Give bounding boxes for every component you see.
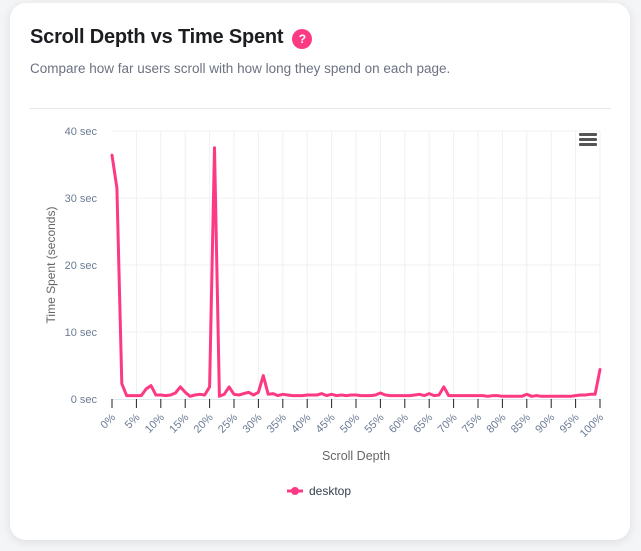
x-tick-label: 50% (338, 411, 362, 435)
x-axis-title: Scroll Depth (322, 449, 390, 463)
y-axis-title: Time Spent (seconds) (44, 207, 58, 324)
x-tick-label: 40% (289, 411, 313, 435)
x-tick-label: 45% (314, 411, 338, 435)
x-tick-label: 25% (216, 411, 240, 435)
y-tick-label: 30 sec (65, 193, 98, 205)
chart-title: Scroll Depth vs Time Spent (30, 26, 284, 48)
hamburger-menu-icon[interactable] (579, 133, 597, 149)
x-tick-label: 35% (265, 411, 289, 435)
legend-marker (291, 487, 299, 495)
legend-item-desktop[interactable]: desktop (287, 484, 351, 498)
x-tick-label: 15% (167, 411, 191, 435)
x-tick-label: 5% (123, 411, 143, 431)
x-tick-label: 100% (578, 411, 607, 440)
x-tick-label: 85% (509, 411, 533, 435)
x-tick-label: 10% (143, 411, 167, 435)
y-tick-label: 20 sec (65, 260, 98, 272)
series-group (110, 146, 602, 398)
chart-subtitle: Compare how far users scroll with how lo… (30, 61, 451, 76)
header-divider (30, 108, 611, 109)
menu-bar (579, 143, 597, 146)
y-tick-label: 40 sec (65, 126, 98, 138)
x-tick-label: 55% (362, 411, 386, 435)
legend-label: desktop (309, 484, 351, 498)
y-tick-label: 10 sec (65, 327, 98, 339)
grid-lines (112, 130, 601, 400)
x-tick-label: 65% (411, 411, 435, 435)
x-tick-label: 80% (484, 411, 508, 435)
x-tick-label: 0% (98, 411, 118, 431)
x-tick-label: 70% (436, 411, 460, 435)
question-mark-icon[interactable]: ? (292, 29, 313, 49)
x-tick-label: 60% (387, 411, 411, 435)
title-row: Scroll Depth vs Time Spent ? (30, 26, 313, 49)
x-tick-label: 20% (192, 411, 216, 435)
series-line-desktop (110, 146, 602, 398)
x-tick-label: 75% (460, 411, 484, 435)
y-tick-labels: 0 sec 10 sec 20 sec 30 sec 40 sec (65, 126, 98, 406)
menu-bar (579, 133, 597, 136)
menu-bar (579, 138, 597, 141)
x-tick-labels: 0% 5% 10% 15% 20% 25% 30% 35% 40% 45% 50% 55% 60% 65%… (98, 399, 606, 440)
y-tick-label: 0 sec (71, 394, 98, 406)
x-tick-label: 30% (240, 411, 264, 435)
x-tick-label: 90% (533, 411, 557, 435)
